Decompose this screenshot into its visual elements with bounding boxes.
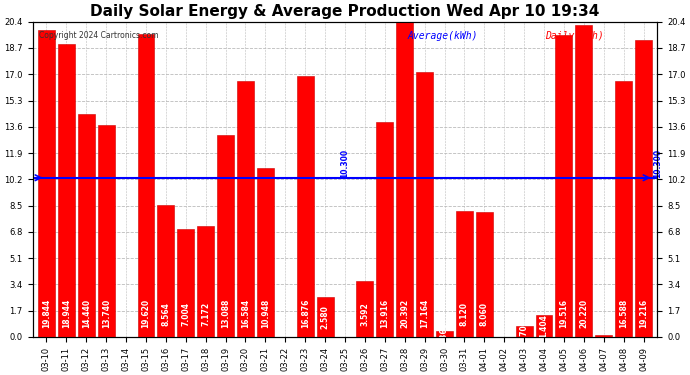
- Bar: [237, 81, 254, 337]
- Text: 18.944: 18.944: [62, 299, 71, 328]
- Bar: [357, 281, 373, 337]
- Text: 14.440: 14.440: [81, 299, 91, 328]
- Bar: [177, 229, 194, 337]
- Text: 13.740: 13.740: [101, 299, 110, 328]
- Text: 7.004: 7.004: [181, 302, 190, 326]
- Bar: [376, 122, 393, 337]
- Bar: [38, 30, 55, 337]
- Text: 19.620: 19.620: [141, 299, 150, 328]
- Bar: [217, 135, 234, 337]
- Text: 17.164: 17.164: [420, 299, 429, 328]
- Text: 13.088: 13.088: [221, 299, 230, 328]
- Bar: [436, 331, 453, 337]
- Text: 13.916: 13.916: [380, 299, 389, 328]
- Text: 16.584: 16.584: [241, 299, 250, 328]
- Bar: [416, 72, 433, 337]
- Bar: [476, 212, 493, 337]
- Text: 10.300: 10.300: [653, 148, 662, 178]
- Text: Average(kWh): Average(kWh): [408, 31, 478, 41]
- Text: 10.300: 10.300: [340, 148, 350, 178]
- Text: 8.120: 8.120: [460, 302, 469, 326]
- Text: 3.592: 3.592: [360, 302, 369, 326]
- Bar: [197, 226, 214, 337]
- Bar: [456, 211, 473, 337]
- Bar: [615, 81, 632, 337]
- Text: 16.588: 16.588: [619, 299, 628, 328]
- Bar: [98, 124, 115, 337]
- Text: 2.580: 2.580: [321, 305, 330, 329]
- Bar: [595, 335, 612, 337]
- Bar: [157, 205, 175, 337]
- Text: 1.404: 1.404: [540, 314, 549, 338]
- Text: 19.844: 19.844: [42, 299, 51, 328]
- Text: 8.060: 8.060: [480, 302, 489, 326]
- Text: Copyright 2024 Cartronics.com: Copyright 2024 Cartronics.com: [39, 31, 158, 40]
- Bar: [317, 297, 333, 337]
- Bar: [58, 44, 75, 337]
- Text: 20.392: 20.392: [400, 299, 409, 328]
- Bar: [257, 168, 274, 337]
- Bar: [137, 34, 155, 337]
- Text: 19.216: 19.216: [639, 299, 648, 328]
- Bar: [555, 35, 573, 337]
- Bar: [78, 114, 95, 337]
- Text: 7.172: 7.172: [201, 302, 210, 326]
- Text: 16.876: 16.876: [301, 299, 310, 328]
- Bar: [635, 40, 652, 337]
- Text: 19.516: 19.516: [560, 299, 569, 328]
- Text: Daily(kWh): Daily(kWh): [545, 31, 604, 41]
- Bar: [396, 22, 413, 337]
- Text: 20.220: 20.220: [580, 299, 589, 328]
- Title: Daily Solar Energy & Average Production Wed Apr 10 19:34: Daily Solar Energy & Average Production …: [90, 4, 600, 19]
- Text: 8.564: 8.564: [161, 302, 170, 326]
- Bar: [575, 24, 592, 337]
- Text: 10.948: 10.948: [261, 299, 270, 328]
- Bar: [535, 315, 553, 337]
- Bar: [515, 326, 533, 337]
- Text: 0.708: 0.708: [520, 320, 529, 344]
- Text: 0.368: 0.368: [440, 322, 449, 346]
- Bar: [297, 76, 314, 337]
